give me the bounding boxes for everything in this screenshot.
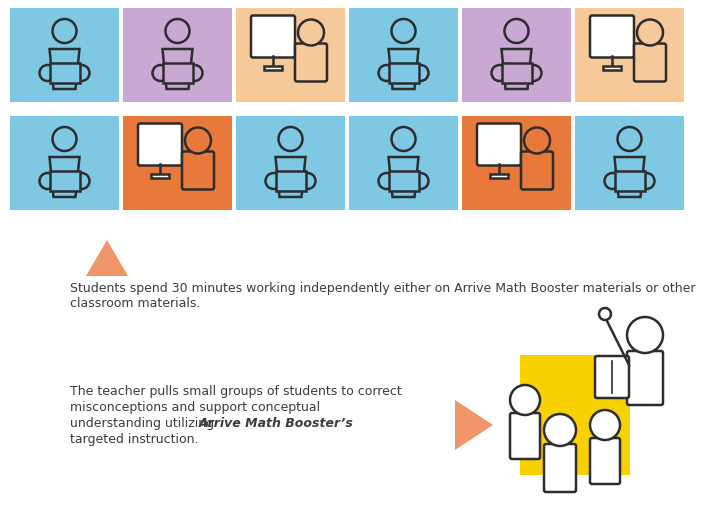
Text: understanding utilizing: understanding utilizing [70,417,218,430]
Bar [236,8,345,102]
Bar [275,171,305,191]
FancyBboxPatch shape [595,356,629,398]
Bar [123,8,232,102]
Circle shape [599,308,611,320]
Circle shape [300,173,315,189]
Circle shape [627,317,663,353]
Text: Arrive Math Booster’s: Arrive Math Booster’s [199,417,353,430]
Circle shape [379,65,394,81]
Circle shape [412,173,429,189]
Circle shape [544,414,576,446]
Circle shape [510,385,540,415]
Bar [462,116,571,210]
FancyBboxPatch shape [510,413,540,459]
Circle shape [166,19,189,43]
Bar [389,63,419,83]
Polygon shape [389,49,419,89]
Circle shape [505,19,528,43]
FancyBboxPatch shape [138,124,182,165]
Bar [520,355,630,475]
Bar [123,116,232,210]
Text: misconceptions and support conceptual: misconceptions and support conceptual [70,401,320,414]
Circle shape [39,65,55,81]
Circle shape [412,65,429,81]
Circle shape [526,65,541,81]
Circle shape [491,65,508,81]
Polygon shape [275,157,305,197]
Bar [151,174,169,178]
Bar [10,116,119,210]
Bar [603,66,621,70]
Bar [49,171,80,191]
Bar [163,63,192,83]
Circle shape [39,173,55,189]
FancyBboxPatch shape [477,124,521,165]
Bar [614,171,645,191]
Bar [349,8,458,102]
Polygon shape [501,49,531,89]
FancyBboxPatch shape [627,351,663,405]
Circle shape [617,127,642,151]
FancyBboxPatch shape [251,15,295,58]
Bar [264,66,282,70]
Circle shape [590,410,620,440]
Circle shape [265,173,282,189]
Polygon shape [389,157,419,197]
Polygon shape [49,157,80,197]
Circle shape [74,65,90,81]
Bar [501,63,531,83]
Circle shape [185,127,211,154]
Circle shape [186,65,202,81]
Circle shape [74,173,90,189]
Circle shape [639,173,655,189]
FancyBboxPatch shape [544,444,576,492]
Circle shape [52,127,77,151]
Circle shape [278,127,303,151]
Polygon shape [455,400,493,450]
Polygon shape [49,49,80,89]
Circle shape [391,127,415,151]
Bar [49,63,80,83]
Text: Students spend 30 minutes working independently either on Arrive Math Booster ma: Students spend 30 minutes working indepe… [70,282,695,310]
FancyBboxPatch shape [521,152,553,189]
Bar [575,116,684,210]
Bar [389,171,419,191]
Circle shape [379,173,394,189]
Bar [349,116,458,210]
Polygon shape [86,240,128,276]
Polygon shape [614,157,645,197]
FancyBboxPatch shape [295,43,327,81]
Circle shape [298,19,324,45]
Polygon shape [163,49,192,89]
Circle shape [637,19,663,45]
Bar [490,174,508,178]
Bar [10,8,119,102]
Circle shape [524,127,550,154]
Circle shape [391,19,415,43]
Circle shape [52,19,77,43]
Bar [462,8,571,102]
Bar [236,116,345,210]
FancyBboxPatch shape [634,43,666,81]
Text: targeted instruction.: targeted instruction. [70,433,199,446]
Circle shape [604,173,620,189]
Bar [575,8,684,102]
Text: The teacher pulls small groups of students to correct: The teacher pulls small groups of studen… [70,385,402,398]
FancyBboxPatch shape [590,438,620,484]
Circle shape [153,65,168,81]
FancyBboxPatch shape [182,152,214,189]
FancyBboxPatch shape [590,15,634,58]
